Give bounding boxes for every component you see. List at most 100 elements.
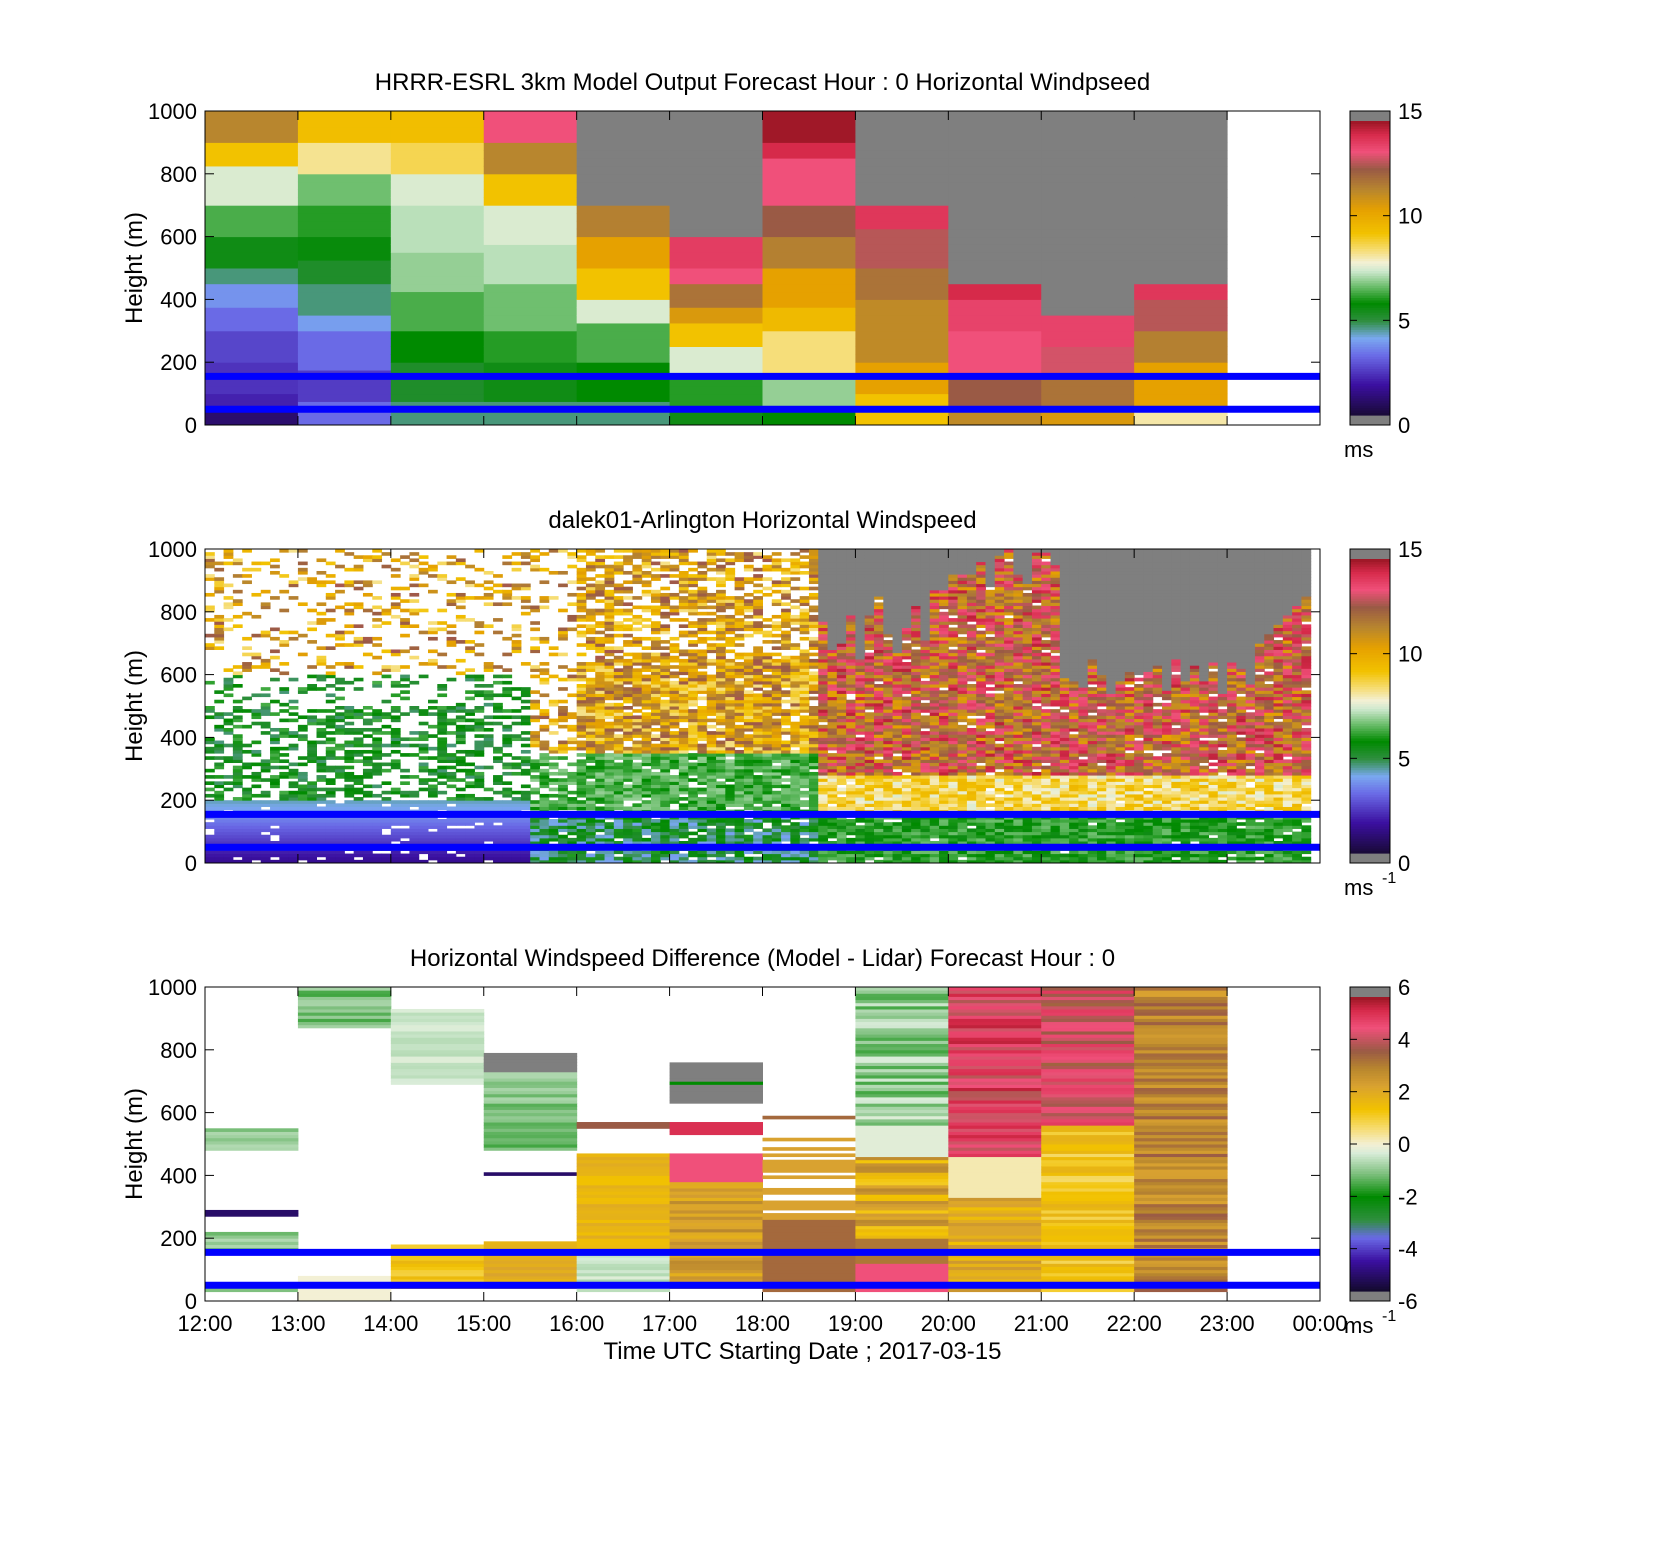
heatmap-cell bbox=[651, 706, 661, 710]
heatmap-cell bbox=[762, 630, 773, 635]
heatmap-cell bbox=[948, 126, 1042, 136]
heatmap-cell bbox=[390, 709, 401, 713]
heatmap-cell bbox=[362, 853, 373, 858]
heatmap-cell bbox=[1041, 268, 1135, 277]
heatmap-cell bbox=[325, 756, 336, 760]
heatmap-cell bbox=[623, 837, 633, 842]
heatmap-cell bbox=[623, 778, 633, 782]
heatmap-cell bbox=[623, 690, 633, 694]
heatmap-cell bbox=[781, 577, 791, 581]
heatmap-cell bbox=[641, 574, 652, 578]
heatmap-cell bbox=[632, 570, 643, 575]
heatmap-cell bbox=[613, 771, 624, 776]
heatmap-cell bbox=[316, 709, 327, 713]
heatmap-cell bbox=[669, 596, 680, 600]
heatmap-cell bbox=[242, 859, 252, 864]
heatmap-cell bbox=[260, 800, 271, 804]
heatmap-cell bbox=[595, 649, 606, 654]
heatmap-cell bbox=[223, 853, 234, 858]
heatmap-cell bbox=[558, 784, 568, 789]
heatmap-cell bbox=[762, 724, 773, 729]
heatmap-cell bbox=[205, 558, 215, 563]
heatmap-cell bbox=[465, 677, 475, 682]
heatmap-cell bbox=[697, 564, 708, 569]
heatmap-cell bbox=[446, 831, 457, 836]
heatmap-cell bbox=[669, 197, 763, 206]
heatmap-cell bbox=[214, 715, 225, 720]
heatmap-cell bbox=[242, 793, 252, 798]
heatmap-cell bbox=[520, 822, 531, 826]
heatmap-cell bbox=[381, 856, 392, 861]
heatmap-cell bbox=[530, 850, 540, 855]
heatmap-cell bbox=[604, 693, 615, 698]
heatmap-cell bbox=[353, 564, 364, 569]
heatmap-cell bbox=[678, 596, 689, 600]
heatmap-cell bbox=[446, 580, 457, 585]
heatmap-cell bbox=[362, 768, 373, 773]
heatmap-cell bbox=[585, 759, 596, 764]
heatmap-cell bbox=[335, 677, 345, 682]
heatmap-cell bbox=[242, 696, 252, 701]
heatmap-cell bbox=[836, 652, 847, 657]
heatmap-cell bbox=[576, 558, 587, 563]
heatmap-cell bbox=[818, 549, 829, 553]
heatmap-cell bbox=[520, 793, 531, 798]
heatmap-cell bbox=[827, 574, 838, 578]
heatmap-cell bbox=[465, 828, 475, 833]
heatmap-cell bbox=[688, 793, 698, 798]
heatmap-cell bbox=[232, 743, 243, 748]
heatmap-cell bbox=[641, 746, 652, 751]
heatmap-cell bbox=[511, 850, 522, 855]
heatmap-cell bbox=[706, 731, 717, 735]
heatmap-cell bbox=[846, 646, 856, 650]
heatmap-cell bbox=[418, 721, 429, 726]
heatmap-cell bbox=[651, 756, 661, 760]
heatmap-cell bbox=[623, 825, 633, 829]
heatmap-cell bbox=[400, 586, 410, 591]
heatmap-cell bbox=[576, 668, 587, 672]
heatmap-cell bbox=[232, 561, 243, 566]
heatmap-cell bbox=[214, 859, 225, 864]
heatmap-cell bbox=[753, 599, 763, 603]
heatmap-cell bbox=[288, 803, 299, 807]
heatmap-cell bbox=[836, 608, 847, 613]
heatmap-cell bbox=[697, 834, 708, 839]
heatmap-cell bbox=[548, 765, 559, 770]
heatmap-cell bbox=[530, 859, 540, 864]
heatmap-cell bbox=[762, 831, 773, 836]
heatmap-cell bbox=[716, 859, 726, 864]
colorbar-swatch bbox=[1350, 211, 1390, 215]
heatmap-cell bbox=[651, 721, 661, 726]
heatmap-cell bbox=[836, 649, 847, 654]
heatmap-cell bbox=[613, 800, 624, 804]
heatmap-cell bbox=[297, 268, 392, 277]
heatmap-cell bbox=[214, 580, 225, 585]
heatmap-cell bbox=[836, 743, 847, 748]
heatmap-cell bbox=[288, 819, 299, 823]
heatmap-cell bbox=[743, 558, 754, 563]
heatmap-cell bbox=[409, 706, 420, 710]
heatmap-cell bbox=[483, 715, 494, 720]
heatmap-cell bbox=[270, 596, 280, 600]
heatmap-cell bbox=[762, 737, 773, 742]
heatmap-cell bbox=[678, 740, 689, 745]
heatmap-cell bbox=[641, 658, 652, 663]
heatmap-cell bbox=[251, 633, 262, 638]
heatmap-cell bbox=[660, 806, 671, 811]
heatmap-cell bbox=[465, 859, 475, 864]
heatmap-cell bbox=[232, 574, 243, 578]
heatmap-cell bbox=[530, 706, 540, 710]
heatmap-cell bbox=[418, 756, 429, 760]
heatmap-cell bbox=[706, 800, 717, 804]
heatmap-cell bbox=[335, 822, 345, 826]
heatmap-cell bbox=[428, 850, 438, 855]
heatmap-cell bbox=[716, 596, 726, 600]
heatmap-cell bbox=[567, 602, 578, 607]
heatmap-cell bbox=[576, 743, 587, 748]
heatmap-cell bbox=[279, 859, 290, 864]
heatmap-cell bbox=[390, 596, 401, 600]
heatmap-cell bbox=[520, 771, 531, 776]
heatmap-cell bbox=[297, 787, 308, 792]
heatmap-cell bbox=[762, 859, 773, 864]
heatmap-cell bbox=[474, 721, 485, 726]
